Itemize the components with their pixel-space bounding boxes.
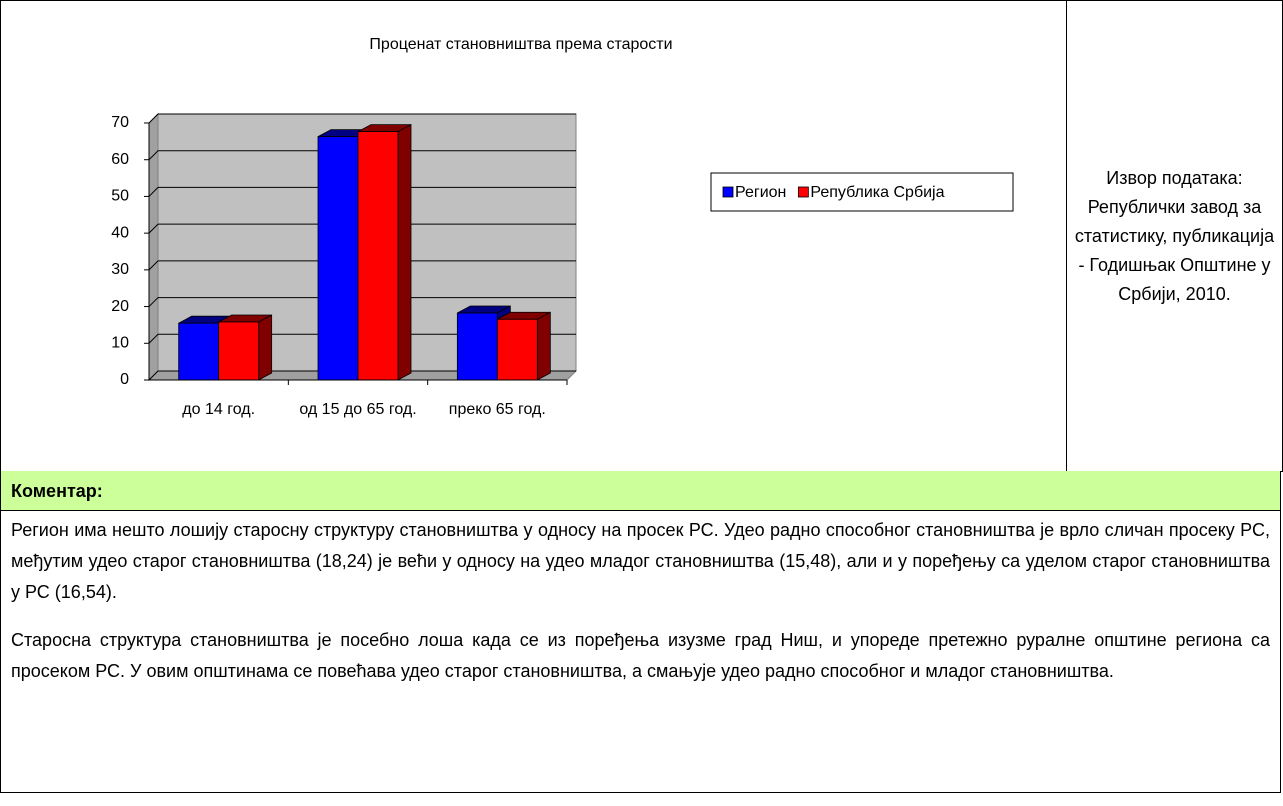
comment-body: Регион има нешто лошију старосну структу… [0,511,1281,793]
chart-title: Проценат становништва према старости [369,36,672,53]
y-tick-label: 40 [111,224,129,241]
bar [178,322,220,381]
chart-cell: Проценат становништва према старости 0 10… [1,1,1067,471]
grid-line [148,223,576,234]
comment-heading: Коментар: [0,471,1281,511]
x-tick-label: преко 65 год. [448,401,546,418]
grid-line [148,150,576,161]
bar [218,321,260,381]
bar [317,136,359,381]
y-tick-label: 30 [111,261,129,278]
bar-side [397,123,412,381]
y-tick-label: 0 [120,371,129,388]
y-tick-label: 50 [111,188,129,205]
bar-side [258,314,273,381]
y-tick-label: 70 [111,114,129,131]
legend-swatch [797,186,809,198]
grid-line [148,260,576,271]
legend-swatch [722,186,734,198]
bar [456,312,498,381]
grid-line [148,370,576,381]
legend-label: Република Србија [810,184,944,201]
grid-line [148,113,576,124]
top-row: Проценат становништва према старости 0 10… [0,0,1283,472]
source-note: Извор података: Републички завод за стат… [1074,167,1275,304]
x-tick-label: од 15 до 65 год. [299,401,417,418]
legend-box [710,172,1014,212]
bar [357,131,399,381]
y-tick-label: 20 [111,298,129,315]
bar-side [536,311,551,381]
x-tick-label: до 14 год. [182,401,256,418]
legend-label: Регион [735,184,786,201]
paragraph: Старосна структура становништва је посеб… [11,630,1270,681]
y-tick-label: 10 [111,335,129,352]
side-wall [148,112,159,382]
bar [496,318,538,381]
chart: Проценат становништва према старости 0 10… [111,36,1014,388]
y-tick-label: 60 [111,151,129,168]
grid-line [148,186,576,197]
paragraph: Регион има нешто лошију старосну структу… [11,520,1270,602]
grid-line [148,333,576,344]
grid-line [148,297,576,307]
